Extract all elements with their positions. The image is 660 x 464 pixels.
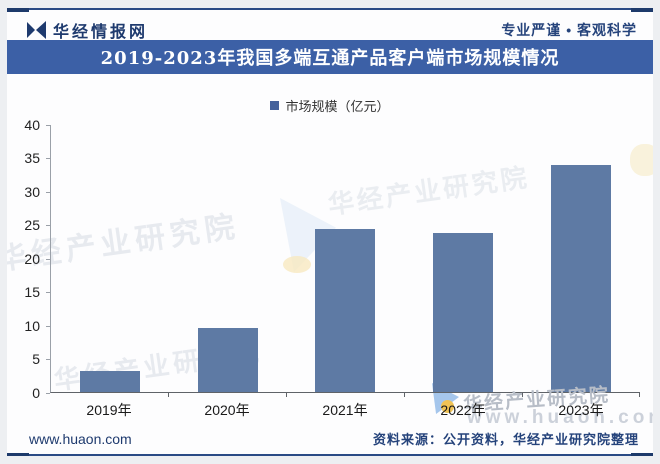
y-tick-mark <box>46 259 50 260</box>
x-axis-label: 2019年 <box>86 402 132 418</box>
y-axis-tick-label: 0 <box>32 385 40 401</box>
bottom-right-frame-dash <box>631 453 653 456</box>
x-tick-mark <box>639 393 640 397</box>
y-tick-mark <box>46 158 50 159</box>
x-axis-label: 2023年 <box>558 402 604 418</box>
x-axis-label: 2022年 <box>440 402 486 418</box>
footer-source-text: 资料来源：公开资料，华经产业研究院整理 <box>372 432 639 447</box>
logo-watermark-shape <box>283 256 311 273</box>
x-tick-mark <box>168 393 169 397</box>
legend: 市场规模（亿元） <box>7 96 653 115</box>
y-tick-mark <box>46 125 50 126</box>
bar-column-2021 <box>287 125 405 392</box>
y-tick-mark <box>46 192 50 193</box>
y-axis-tick-label: 25 <box>24 217 40 233</box>
chart-title-bar: 2019-2023年我国多端互通产品客户端市场规模情况 <box>7 40 653 74</box>
bottom-left-frame-dash <box>7 453 29 456</box>
y-tick-mark <box>46 359 50 360</box>
y-axis-tick-label: 10 <box>24 318 40 334</box>
bar-column-2022 <box>404 125 522 392</box>
site-watermark: www.huaon.com <box>467 407 653 428</box>
bottom-frame-line <box>7 453 653 456</box>
y-axis-tick-label: 40 <box>24 117 40 133</box>
bar <box>197 328 258 392</box>
footer: www.huaon.com 资料来源：公开资料，华经产业研究院整理 <box>29 429 639 448</box>
logo-watermark-shape <box>630 144 653 176</box>
brand: 华经情报网 <box>27 18 148 42</box>
y-axis-tick-label: 15 <box>24 284 40 300</box>
x-axis-labels: 2019年 2020年 2021年 2022年 2023年 <box>50 400 640 420</box>
bar <box>315 228 376 392</box>
x-tick-mark <box>404 393 405 397</box>
bar-chart-plot-area <box>50 125 640 393</box>
brand-name: 华经情报网 <box>53 24 149 41</box>
logo-left-triangle-icon <box>27 22 35 38</box>
y-tick-mark <box>46 393 50 394</box>
x-tick-mark <box>286 393 287 397</box>
bar <box>79 371 140 392</box>
y-axis-tick-label: 20 <box>24 251 40 267</box>
bar <box>433 232 494 392</box>
legend-square-marker <box>270 101 280 110</box>
footer-site-link[interactable]: www.huaon.com <box>29 430 132 447</box>
slogan-text: 专业严谨 • 客观科学 <box>501 22 637 38</box>
x-axis-label: 2020年 <box>204 402 250 418</box>
logo-watermark-shape <box>441 400 454 413</box>
y-axis-tick-label: 30 <box>24 184 40 200</box>
report-card: 华经情报网 专业严谨 • 客观科学 2019-2023年我国多端互通产品客户端市… <box>7 8 653 456</box>
huajing-logo-icon <box>27 21 46 39</box>
y-tick-mark <box>46 225 50 226</box>
bar-column-2019 <box>51 125 169 392</box>
y-tick-mark <box>46 292 50 293</box>
x-tick-mark <box>522 393 523 397</box>
legend-label: 市场规模（亿元） <box>285 99 390 114</box>
x-axis-label: 2021年 <box>322 402 368 418</box>
top-frame-line <box>7 8 653 12</box>
y-tick-mark <box>46 326 50 327</box>
top-left-frame-dash <box>7 8 29 12</box>
bar <box>551 164 612 392</box>
y-axis-tick-label: 5 <box>32 351 40 367</box>
logo-right-triangle-icon <box>36 21 46 39</box>
bar-column-2023 <box>522 125 640 392</box>
top-right-frame-dash <box>631 8 653 12</box>
header: 华经情报网 专业严谨 • 客观科学 <box>7 16 653 44</box>
bar-column-2020 <box>169 125 287 392</box>
y-axis-tick-label: 35 <box>24 150 40 166</box>
bar-columns <box>51 125 640 392</box>
